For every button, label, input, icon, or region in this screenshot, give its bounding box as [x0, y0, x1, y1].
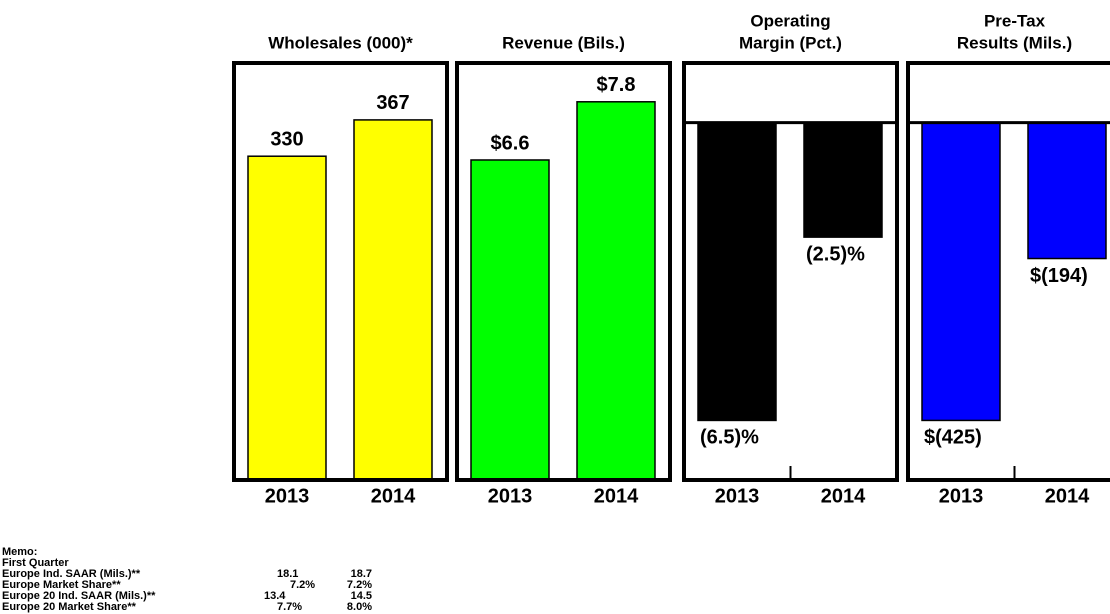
memo-label: Europe Market Share** — [2, 579, 121, 591]
data-label: $(425) — [924, 427, 982, 449]
data-label: $(194) — [1030, 265, 1088, 287]
x-tick-label: 2013 — [265, 485, 310, 507]
data-label: (6.5)% — [700, 427, 759, 449]
x-tick-label: 2013 — [488, 485, 533, 507]
panel-title: Revenue (Bils.) — [502, 33, 625, 52]
x-tick-label: 2014 — [821, 485, 866, 507]
data-label: 330 — [270, 128, 303, 150]
bar — [576, 101, 656, 481]
memo-value: 18.1 — [277, 568, 298, 580]
x-tick-label: 2013 — [939, 485, 984, 507]
panel-title: Operating — [750, 11, 830, 30]
data-label: $7.8 — [597, 74, 636, 96]
panel-frame — [906, 61, 1110, 482]
memo-value: 13.4 — [264, 590, 286, 602]
bar — [803, 121, 883, 238]
memo-value: 7.7% — [277, 601, 302, 613]
bar — [1027, 121, 1107, 260]
bar — [353, 119, 433, 481]
panel-frame — [232, 61, 449, 482]
x-tick-label: 2013 — [715, 485, 760, 507]
data-label: $6.6 — [491, 132, 530, 154]
memo-title: Memo: — [2, 546, 37, 558]
bar — [697, 121, 777, 422]
memo-value: 8.0% — [347, 601, 372, 613]
memo-label: Europe 20 Ind. SAAR (Mils.)** — [2, 590, 156, 602]
memo-label: Europe Ind. SAAR (Mils.)** — [2, 568, 141, 580]
memo-value: 14.5 — [351, 590, 372, 602]
memo-value: 7.2% — [290, 579, 315, 591]
bar — [470, 159, 550, 481]
panel-frame — [455, 61, 672, 482]
x-tick-label: 2014 — [594, 485, 639, 507]
x-tick-label: 2014 — [371, 485, 416, 507]
panel-title: Wholesales (000)* — [268, 33, 413, 52]
memo-value: 7.2% — [347, 579, 372, 591]
bar — [921, 121, 1001, 422]
data-label: (2.5)% — [806, 243, 865, 265]
data-label: 367 — [376, 92, 409, 114]
panel-title: Results (Mils.) — [957, 33, 1072, 52]
x-tick-label: 2014 — [1045, 485, 1090, 507]
panel-frame — [682, 61, 899, 482]
bar — [247, 155, 327, 481]
panel-title: Margin (Pct.) — [739, 33, 842, 52]
memo-label: Europe 20 Market Share** — [2, 601, 137, 613]
panel-title: Pre-Tax — [984, 11, 1046, 30]
memo-subtitle: First Quarter — [2, 557, 69, 569]
memo-value: 18.7 — [351, 568, 372, 580]
